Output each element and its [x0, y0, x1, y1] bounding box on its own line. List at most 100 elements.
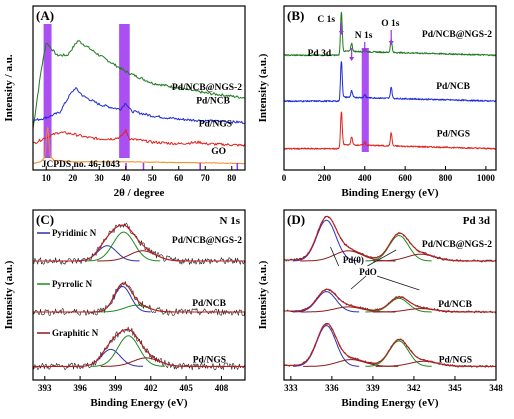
panel-b-peak-arrowhead [362, 49, 368, 53]
panel-d-envelope-2 [284, 322, 496, 367]
panel-a-x-tick-label: 60 [174, 173, 184, 183]
panel-d-x-tick-label: 339 [366, 383, 380, 393]
panel-c: 393 396 399 402 405 408 (C) N 1s Pyridinic N P… [3, 209, 246, 409]
panel-d: 333 336 339 342 345 348 (D) Pd 3d Pd(0) PdO P… [257, 209, 503, 409]
panel-a-x-axis-title: 2θ / degree [114, 187, 165, 199]
panel-b-peak-label-o1s: O 1s [381, 19, 400, 29]
panel-c-series-label-pd-ncb: Pd/NCB [192, 299, 226, 309]
panel-b-y-axis-title: Intensity (a.u.) [257, 53, 269, 122]
panel-b-highlight-band [361, 48, 369, 152]
panel-d-series-label-pd-ncb: Pd/NCB [438, 300, 472, 310]
panel-a-highlight-band [43, 24, 52, 158]
panel-d-annotation-pd0: Pd(0) [343, 255, 364, 265]
panel-c-legend-label: Pyrrolic N [52, 279, 93, 289]
panel-a-series-label-pd-ncb: Pd/NCB [196, 96, 230, 106]
panel-c-component-2-2 [100, 357, 191, 367]
panel-a-highlight-band [119, 24, 130, 158]
panel-d-component-2-0 [292, 325, 360, 367]
panel-c-legend-label: Pyridinic N [52, 228, 97, 238]
panel-a-reference-label: JCPDS no. 46-1043 [42, 160, 121, 170]
panel-b-x-axis-title: Binding Energy (eV) [341, 187, 439, 199]
panel-c-component-1-0 [93, 286, 151, 313]
panel-a-series-line-3 [32, 126, 245, 165]
panel-d-y-axis-title: Intensity (a.u.) [257, 260, 269, 329]
panel-b-x-tick-label: 0 [282, 173, 287, 183]
panel-d-component-0-0 [292, 219, 360, 262]
panel-a-series-label-pd-ncb-ngs-2: Pd/NCB@NGS-2 [172, 83, 242, 93]
panel-d-x-tick-label: 348 [489, 383, 503, 393]
panel-c-raw-line-0 [32, 222, 246, 265]
panel-d-annotation-pdo: PdO [359, 267, 377, 277]
panel-b-x-tick-label: 600 [398, 173, 412, 183]
panel-b-peak-arrowhead [388, 41, 394, 45]
panel-d-series-label-pd-ncb-ngs-2: Pd/NCB@NGS-2 [422, 240, 492, 250]
panel-a-x-tick-label: 40 [121, 173, 131, 183]
panel-c-y-axis-title: Intensity (a.u.) [3, 260, 15, 329]
panel-c-envelope-0 [33, 224, 245, 262]
panel-a-frame [32, 5, 246, 171]
panel-a-series-line-0 [32, 40, 245, 130]
panel-c-x-tick-label: 396 [73, 383, 87, 393]
panel-c-legend-label: Graphitic N [52, 328, 99, 338]
panel-d-x-axis-title: Binding Energy (eV) [341, 397, 439, 409]
panel-c-component-2-1 [91, 335, 165, 367]
panel-d-envelope-1 [284, 288, 496, 313]
panel-c-series-label-pd-ncb-ngs-2: Pd/NCB@NGS-2 [172, 236, 242, 246]
panel-d-x-tick-label: 336 [325, 383, 339, 393]
panel-c-envelope-1 [33, 282, 245, 313]
panel-b-peak-arrowhead [349, 57, 355, 61]
panel-b-peak-label-pd3d: Pd 3d [308, 49, 332, 59]
panel-d-pdo-pointer [376, 275, 420, 291]
panel-d-component-2-1 [303, 359, 399, 367]
panel-c-title: N 1s [220, 215, 241, 227]
panel-a-label: (A) [36, 8, 54, 23]
panel-b-x-tick-label: 200 [318, 173, 332, 183]
panel-b-x-tick-label: 400 [358, 173, 372, 183]
panel-b-series-line-2 [283, 111, 497, 150]
panel-a-series-label-go: GO [211, 147, 226, 157]
panel-b-label: (B) [287, 8, 304, 23]
panel-d-series-label-pd-ngs: Pd/NGS [439, 355, 472, 365]
panel-b-series-label-pd-ncb: Pd/NCB [436, 82, 470, 92]
panel-d-label: (D) [287, 212, 305, 227]
panel-b-peak-arrowhead [338, 31, 344, 35]
panel-a: 10 20 30 40 50 60 70 80 (A) Pd/NCB@NGS-2 Pd/NCB… [3, 5, 246, 199]
panel-c-label: (C) [36, 212, 54, 227]
panel-a-series-line-1 [32, 87, 245, 125]
panel-b-series-line-1 [283, 61, 497, 103]
panel-a-x-tick-label: 10 [42, 173, 52, 183]
panel-c-x-tick-label: 402 [144, 383, 158, 393]
panel-b-series-label-pd-ngs: Pd/NGS [437, 130, 470, 140]
panel-a-x-tick-label: 20 [68, 173, 78, 183]
panel-a-x-tick-label: 70 [201, 173, 211, 183]
panel-d-frame [283, 209, 497, 381]
panel-d-component-1-2 [365, 297, 432, 313]
panel-d-pd0-pointer [367, 249, 397, 267]
panel-a-y-axis-title: Intensity / a.u. [3, 54, 15, 121]
panel-b-x-tick-label: 1000 [477, 173, 496, 183]
panel-a-x-tick-label: 50 [148, 173, 158, 183]
panel-a-series-label-pd-ngs: Pd/NGS [199, 119, 232, 129]
panel-b-peak-label-c1s: C 1s [317, 15, 335, 25]
panel-b-frame [283, 5, 497, 171]
panel-c-component-0-1 [86, 231, 161, 262]
panel-b-x-tick-label: 800 [439, 173, 453, 183]
panel-a-x-tick-label: 30 [95, 173, 105, 183]
panel-a-x-tick-label: 80 [227, 173, 237, 183]
panel-c-x-tick-label: 408 [215, 383, 229, 393]
panel-d-component-0-1 [300, 250, 396, 262]
panel-c-x-axis-title: Binding Energy (eV) [90, 397, 188, 409]
panel-d-component-2-2 [365, 340, 432, 367]
panel-c-x-tick-label: 405 [179, 383, 193, 393]
panel-a-series-line-2 [32, 129, 245, 147]
panel-d-title: Pd 3d [463, 215, 490, 227]
panel-c-frame [32, 209, 246, 381]
panel-c-x-tick-label: 393 [38, 383, 52, 393]
panel-b-series-line-0 [283, 11, 497, 57]
panel-c-x-tick-label: 399 [109, 383, 123, 393]
panel-d-pd0-pointer [330, 246, 340, 267]
panel-b-series-label-pd-ncb-ngs-2: Pd/NCB@NGS-2 [422, 30, 492, 40]
panel-d-x-tick-label: 342 [407, 383, 421, 393]
panel-d-x-tick-label: 333 [284, 383, 298, 393]
